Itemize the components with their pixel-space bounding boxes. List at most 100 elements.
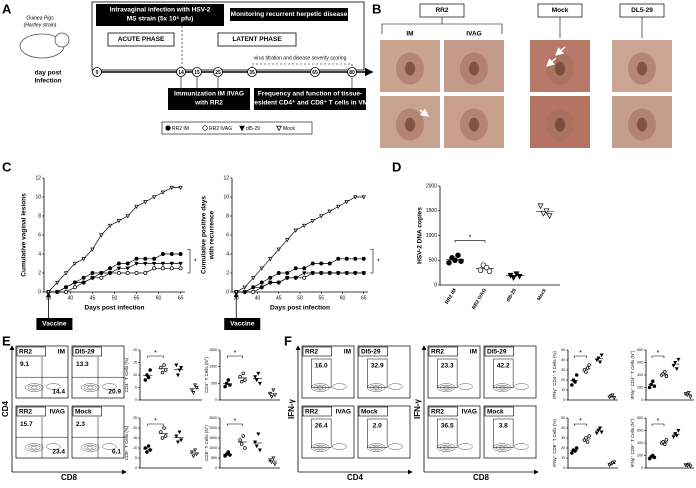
data-point — [458, 258, 464, 264]
y-tick-label: 20 — [133, 426, 137, 430]
series-marker — [178, 185, 183, 191]
data-point — [587, 434, 591, 438]
series-marker — [344, 256, 349, 261]
quadrant-value: 13.3 — [76, 361, 89, 368]
plot-route: IM — [58, 349, 65, 356]
series-marker — [310, 219, 315, 224]
data-point — [664, 374, 669, 379]
data-point — [162, 363, 166, 367]
series-marker — [361, 195, 366, 200]
acute-box — [107, 32, 175, 47]
series-line — [236, 196, 364, 293]
immunization-box — [168, 88, 250, 110]
plot-route: IM — [344, 349, 351, 356]
series-line — [48, 263, 181, 293]
x-tick-label: 65 — [361, 295, 367, 301]
series-marker — [143, 271, 148, 275]
series-marker — [353, 271, 358, 276]
data-point — [486, 268, 493, 274]
panel-label: D — [392, 159, 401, 174]
series-marker — [302, 223, 307, 229]
data-point — [160, 436, 165, 440]
series-marker — [90, 276, 95, 281]
data-point — [477, 267, 484, 273]
series-marker — [152, 256, 157, 261]
y-tick-label: 5 — [135, 385, 137, 389]
series-marker — [64, 290, 68, 294]
y-tick-label: 10 — [35, 194, 41, 200]
photo-arrow — [545, 57, 557, 67]
significance-bracket — [227, 355, 243, 358]
x-tick-label: RR2 IVAG — [471, 288, 488, 311]
y-axis-label: with recurrence — [209, 210, 216, 260]
data-point — [673, 361, 678, 365]
y-tick-label: 2 — [38, 270, 41, 276]
gate-value: 32.9 — [371, 363, 384, 370]
group-label: RR2 — [435, 7, 448, 14]
data-point — [674, 434, 679, 438]
x-axis-label: CD8 — [473, 473, 490, 482]
photo-arrow — [419, 108, 430, 117]
gate-value: 23.3 — [441, 363, 454, 370]
event-box — [36, 318, 73, 330]
data-point — [271, 456, 276, 461]
x-tick-label: 50 — [297, 295, 303, 301]
y-tick-label: 50 — [561, 416, 565, 420]
axis — [139, 418, 202, 469]
data-point — [254, 378, 259, 383]
y-tick-label: 10 — [561, 456, 565, 460]
data-point — [272, 393, 277, 398]
y-tick-label: 500 — [429, 258, 438, 264]
data-point — [688, 464, 693, 469]
plot-group: DI5-29 — [75, 349, 95, 356]
y-tick-label: 30 — [561, 436, 565, 440]
frequency-box — [254, 88, 366, 110]
series-marker — [268, 257, 273, 262]
significance-bracket — [573, 355, 588, 358]
data-point — [159, 365, 163, 370]
data-point — [143, 378, 148, 382]
y-axis-label: IFNγ⁺ CD4⁺ T Cells (%) — [552, 351, 557, 399]
data-point — [159, 430, 163, 434]
label-box — [428, 346, 458, 357]
contour — [30, 385, 38, 390]
series-marker — [336, 204, 341, 210]
gate — [367, 418, 388, 448]
gate — [493, 358, 514, 388]
y-tick-label: 20 — [561, 378, 565, 382]
series-marker — [125, 271, 130, 275]
significance-bracket — [227, 423, 243, 426]
axis — [231, 178, 368, 293]
y-axis-label: Cumulative positive days — [201, 196, 208, 274]
series-marker — [178, 252, 183, 256]
series-marker — [302, 271, 307, 276]
gate — [437, 418, 458, 448]
contour — [388, 443, 403, 450]
data-point — [649, 382, 653, 387]
y-tick-label: 0 — [563, 398, 565, 402]
day: 25 — [215, 70, 221, 76]
significance-bracket — [651, 355, 665, 358]
data-point — [540, 210, 547, 217]
data-point — [174, 363, 179, 368]
series-marker — [134, 261, 139, 267]
series-marker — [99, 271, 104, 276]
y-tick-label: 600 — [637, 428, 643, 432]
series-marker — [178, 266, 183, 271]
contour — [332, 443, 347, 450]
y-tick-label: 0 — [226, 289, 229, 295]
plot-group: RR2 — [19, 349, 32, 356]
series-marker — [161, 252, 165, 256]
y-tick-label: 0 — [641, 466, 643, 470]
series-marker — [116, 261, 121, 266]
data-point — [686, 391, 691, 395]
data-point — [143, 446, 148, 450]
data-point — [594, 358, 599, 363]
series-marker — [81, 275, 86, 280]
data-point — [269, 395, 274, 399]
species: Guinea Pigs — [26, 15, 54, 21]
data-point — [228, 453, 232, 457]
series-marker — [293, 266, 298, 271]
legend-label: RR2 IM — [172, 126, 189, 132]
